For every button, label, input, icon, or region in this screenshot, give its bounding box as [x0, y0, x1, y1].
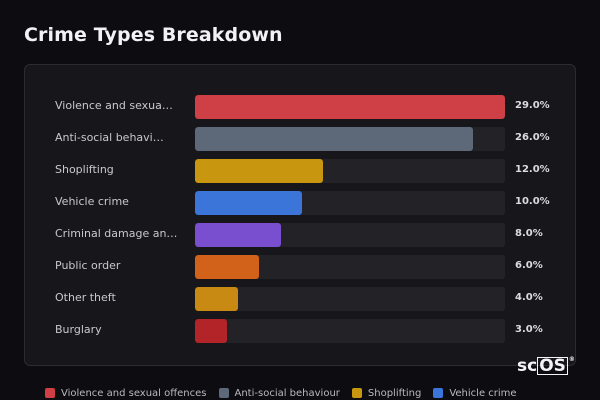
legend-label: Violence and sexual offences	[61, 387, 207, 399]
bar-row: Burglary 3.0%	[55, 319, 555, 343]
bar-row: Criminal damage an… 8.0%	[55, 223, 555, 247]
bar-label: Burglary	[55, 323, 102, 336]
bar-label: Other theft	[55, 291, 116, 304]
bar-row: Vehicle crime 10.0%	[55, 191, 555, 215]
bar-row: Other theft 4.0%	[55, 287, 555, 311]
bar-label: Violence and sexua…	[55, 99, 173, 112]
bar-value-label: 4.0%	[515, 292, 543, 303]
bar-value-label: 12.0%	[515, 164, 550, 175]
legend-swatch	[45, 388, 55, 398]
bar-track	[195, 127, 505, 151]
legend-label: Shoplifting	[367, 387, 422, 399]
bar-value-label: 6.0%	[515, 260, 543, 271]
legend-item: Violence and sexual offences	[45, 388, 207, 399]
bar-track	[195, 191, 505, 215]
bar-label: Public order	[55, 259, 121, 272]
legend-swatch	[351, 388, 362, 398]
legend-label: Vehicle crime	[449, 387, 517, 399]
bar-value-label: 29.0%	[515, 100, 550, 111]
legend-item: Shoplifting	[351, 387, 422, 399]
registered-mark: ®	[568, 356, 575, 363]
bar-row: Public order 6.0%	[55, 255, 555, 279]
bar-track	[195, 223, 505, 247]
bar-value-label: 26.0%	[515, 132, 550, 143]
bar-label: Anti-social behavi…	[55, 131, 164, 144]
bar-track	[195, 319, 505, 343]
bar	[195, 127, 473, 151]
bar-track	[195, 95, 505, 119]
logo-text: sc	[517, 356, 538, 376]
brand-logo: sc OS ®	[517, 356, 575, 376]
chart-legend: Violence and sexual offences Anti-social …	[45, 386, 529, 400]
bar	[195, 191, 302, 215]
bar-label: Vehicle crime	[55, 195, 129, 208]
bar-value-label: 3.0%	[515, 324, 543, 335]
bar-track	[195, 287, 505, 311]
legend-item: Vehicle crime	[433, 387, 517, 399]
bar	[195, 223, 281, 247]
bar-track	[195, 159, 505, 183]
chart-card: Violence and sexua… 29.0% Anti-social beha…	[24, 64, 576, 366]
legend-swatch	[218, 388, 229, 398]
bar-row: Shoplifting 12.0%	[55, 159, 555, 183]
bar-label: Criminal damage an…	[55, 227, 178, 240]
bar	[195, 95, 505, 119]
bar-value-label: 10.0%	[515, 196, 550, 207]
page-title: Crime Types Breakdown	[24, 24, 283, 46]
legend-swatch	[433, 388, 444, 398]
logo-box-text: OS	[537, 356, 568, 376]
bar	[195, 255, 259, 279]
legend-item: Anti-social behaviour	[218, 387, 340, 399]
bar	[195, 159, 323, 183]
bar-row: Violence and sexua… 29.0%	[55, 95, 555, 119]
legend-label: Anti-social behaviour	[234, 387, 340, 399]
bar-row: Anti-social behavi… 26.0%	[55, 127, 555, 151]
bar	[195, 319, 227, 343]
bar	[195, 287, 238, 311]
bar-value-label: 8.0%	[515, 228, 543, 239]
bar-track	[195, 255, 505, 279]
bar-label: Shoplifting	[55, 163, 114, 176]
